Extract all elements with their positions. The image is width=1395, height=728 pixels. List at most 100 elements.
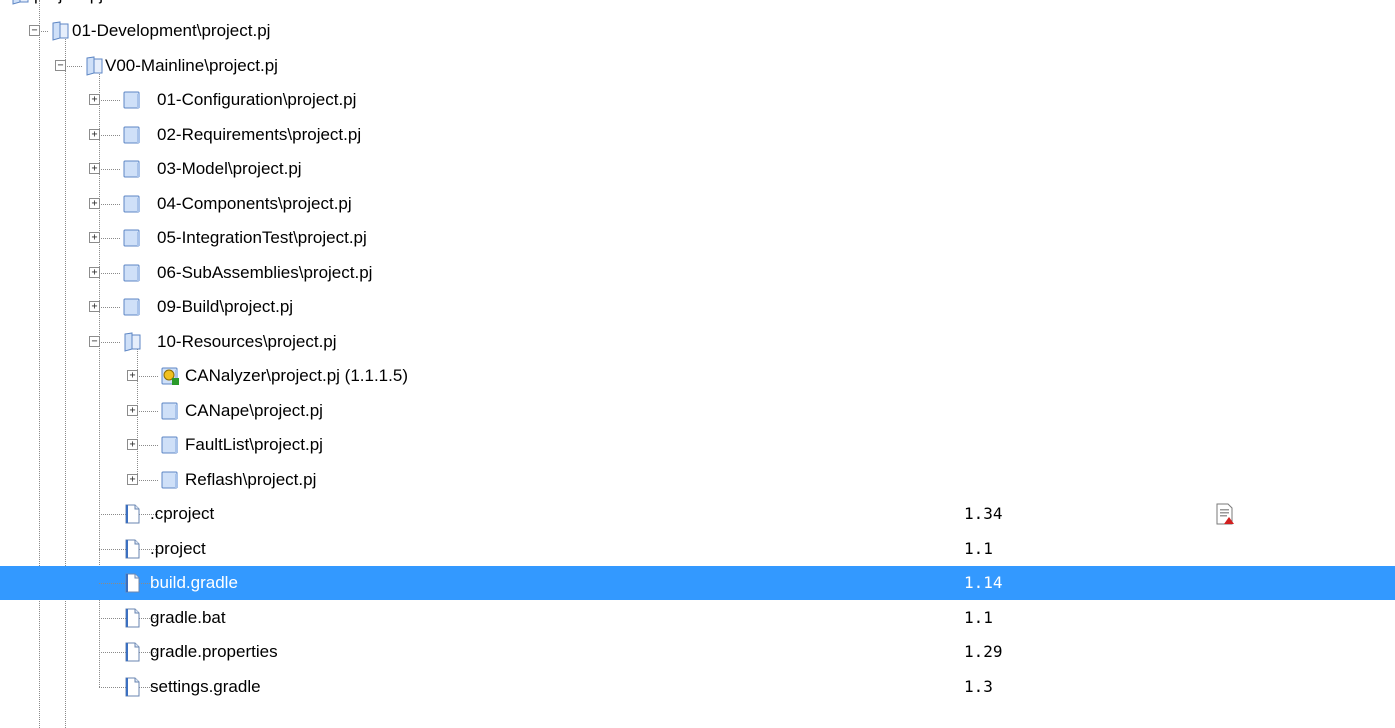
file-modified-icon[interactable] [1215,503,1235,525]
folder-row[interactable]: + CANape\project.pj [0,394,1395,428]
open-folder-icon [84,56,104,76]
tree-item-label: V00-Mainline\project.pj [105,56,278,75]
tree-item-label: 03-Model\project.pj [157,159,302,178]
folder-row[interactable]: − 10-Resources\project.pj [0,325,1395,359]
tree-connector-line [99,342,120,344]
folder-icon [10,0,30,5]
tree-connector-line [99,169,120,171]
tree-item-label: 05-IntegrationTest\project.pj [157,228,367,247]
shared-subproject-icon [160,366,180,386]
folder-icon [122,90,142,110]
expand-icon[interactable]: + [127,474,138,485]
open-folder-icon [122,332,142,352]
tree-item-label: 01-Development\project.pj [72,21,271,40]
tree-item-label: 01-Configuration\project.pj [157,90,357,109]
collapse-icon[interactable]: − [29,25,40,36]
folder-row[interactable]: − V00-Mainline\project.pj [0,49,1395,83]
file-icon [122,677,142,697]
folder-row[interactable]: +02-Requirements\project.pj [0,118,1395,152]
file-row[interactable]: gradle.properties 1.29 [0,635,1395,669]
tree-item-label: FaultList\project.pj [185,435,323,454]
file-row[interactable]: .cproject 1.34 [0,497,1395,531]
tree-connector-line [99,204,120,206]
folder-row[interactable]: − 01-Development\project.pj [0,14,1395,48]
file-icon [122,608,142,628]
file-icon [122,539,142,559]
tree-item-label: settings.gradle [150,677,261,696]
file-row[interactable]: .project 1.1 [0,532,1395,566]
folder-row[interactable]: +09-Build\project.pj [0,290,1395,324]
tree-item-label: 09-Build\project.pj [157,297,294,316]
revision-label: 1.1 [964,608,993,627]
folder-row[interactable]: + FaultList\project.pj [0,428,1395,462]
tree-connector-line [99,100,120,102]
folder-icon [122,159,142,179]
folder-row[interactable]: +04-Components\project.pj [0,187,1395,221]
expand-icon[interactable]: + [89,267,100,278]
tree-connector-line [99,273,120,275]
expand-icon[interactable]: + [127,439,138,450]
file-row[interactable]: gradle.bat 1.1 [0,601,1395,635]
tree-guide-line [65,37,66,728]
tree-guide-line [39,0,40,728]
revision-label: 1.3 [964,677,993,696]
tree-item-label: 10-Resources\project.pj [157,332,337,351]
tree-connector-line [39,31,48,33]
expand-icon[interactable]: + [127,370,138,381]
folder-row[interactable]: + Reflash\project.pj [0,463,1395,497]
tree-item-label: project.pj [34,0,103,5]
tree-item-label: gradle.bat [150,608,226,627]
tree-connector-line [99,238,120,240]
collapse-icon[interactable]: − [89,336,100,347]
tree-connector-line [137,445,158,447]
tree-item-label: 04-Components\project.pj [157,194,352,213]
collapse-icon[interactable]: − [55,60,66,71]
file-icon [122,504,142,524]
tree-item-label: .project [150,539,206,558]
tree-item-label: CANape\project.pj [185,401,323,420]
file-row[interactable]: build.gradle 1.14 [0,566,1395,600]
folder-row[interactable]: + CANalyzer\project.pj (1.1.1.5) [0,359,1395,393]
folder-icon [122,194,142,214]
tree-connector-line [99,307,120,309]
tree-guide-line [99,72,100,687]
folder-icon [122,263,142,283]
file-icon [122,573,142,593]
expand-icon[interactable]: + [89,301,100,312]
tree-item-label: 06-SubAssemblies\project.pj [157,263,373,282]
open-folder-icon [50,21,70,41]
expand-icon[interactable]: + [127,405,138,416]
tree-item-label: build.gradle [150,573,238,592]
expand-icon[interactable]: + [89,94,100,105]
tree-row-partial[interactable]: project.pj [0,0,1395,12]
folder-row[interactable]: +06-SubAssemblies\project.pj [0,256,1395,290]
revision-label: 1.1 [964,539,993,558]
file-row[interactable]: settings.gradle 1.3 [0,670,1395,704]
tree-connector-line [137,376,158,378]
expand-icon[interactable]: + [89,198,100,209]
file-icon [122,642,142,662]
folder-row[interactable]: +05-IntegrationTest\project.pj [0,221,1395,255]
tree-item-label: CANalyzer\project.pj (1.1.1.5) [185,366,408,385]
folder-icon [160,435,180,455]
expand-icon[interactable]: + [89,163,100,174]
tree-item-label: 02-Requirements\project.pj [157,125,362,144]
expand-icon[interactable]: + [89,232,100,243]
folder-row[interactable]: +03-Model\project.pj [0,152,1395,186]
tree-item-label: Reflash\project.pj [185,470,317,489]
expand-icon[interactable]: + [89,129,100,140]
revision-label: 1.29 [964,642,1003,661]
folder-icon [122,125,142,145]
folder-icon [122,228,142,248]
tree-item-label: .cproject [150,504,215,523]
tree-item-label: gradle.properties [150,642,278,661]
folder-row[interactable]: +01-Configuration\project.pj [0,83,1395,117]
tree-connector-line [99,135,120,137]
tree-connector-line [65,66,82,68]
revision-label: 1.14 [964,573,1003,592]
folder-icon [160,470,180,490]
folder-icon [122,297,142,317]
tree-connector-line [137,411,158,413]
folder-icon [160,401,180,421]
